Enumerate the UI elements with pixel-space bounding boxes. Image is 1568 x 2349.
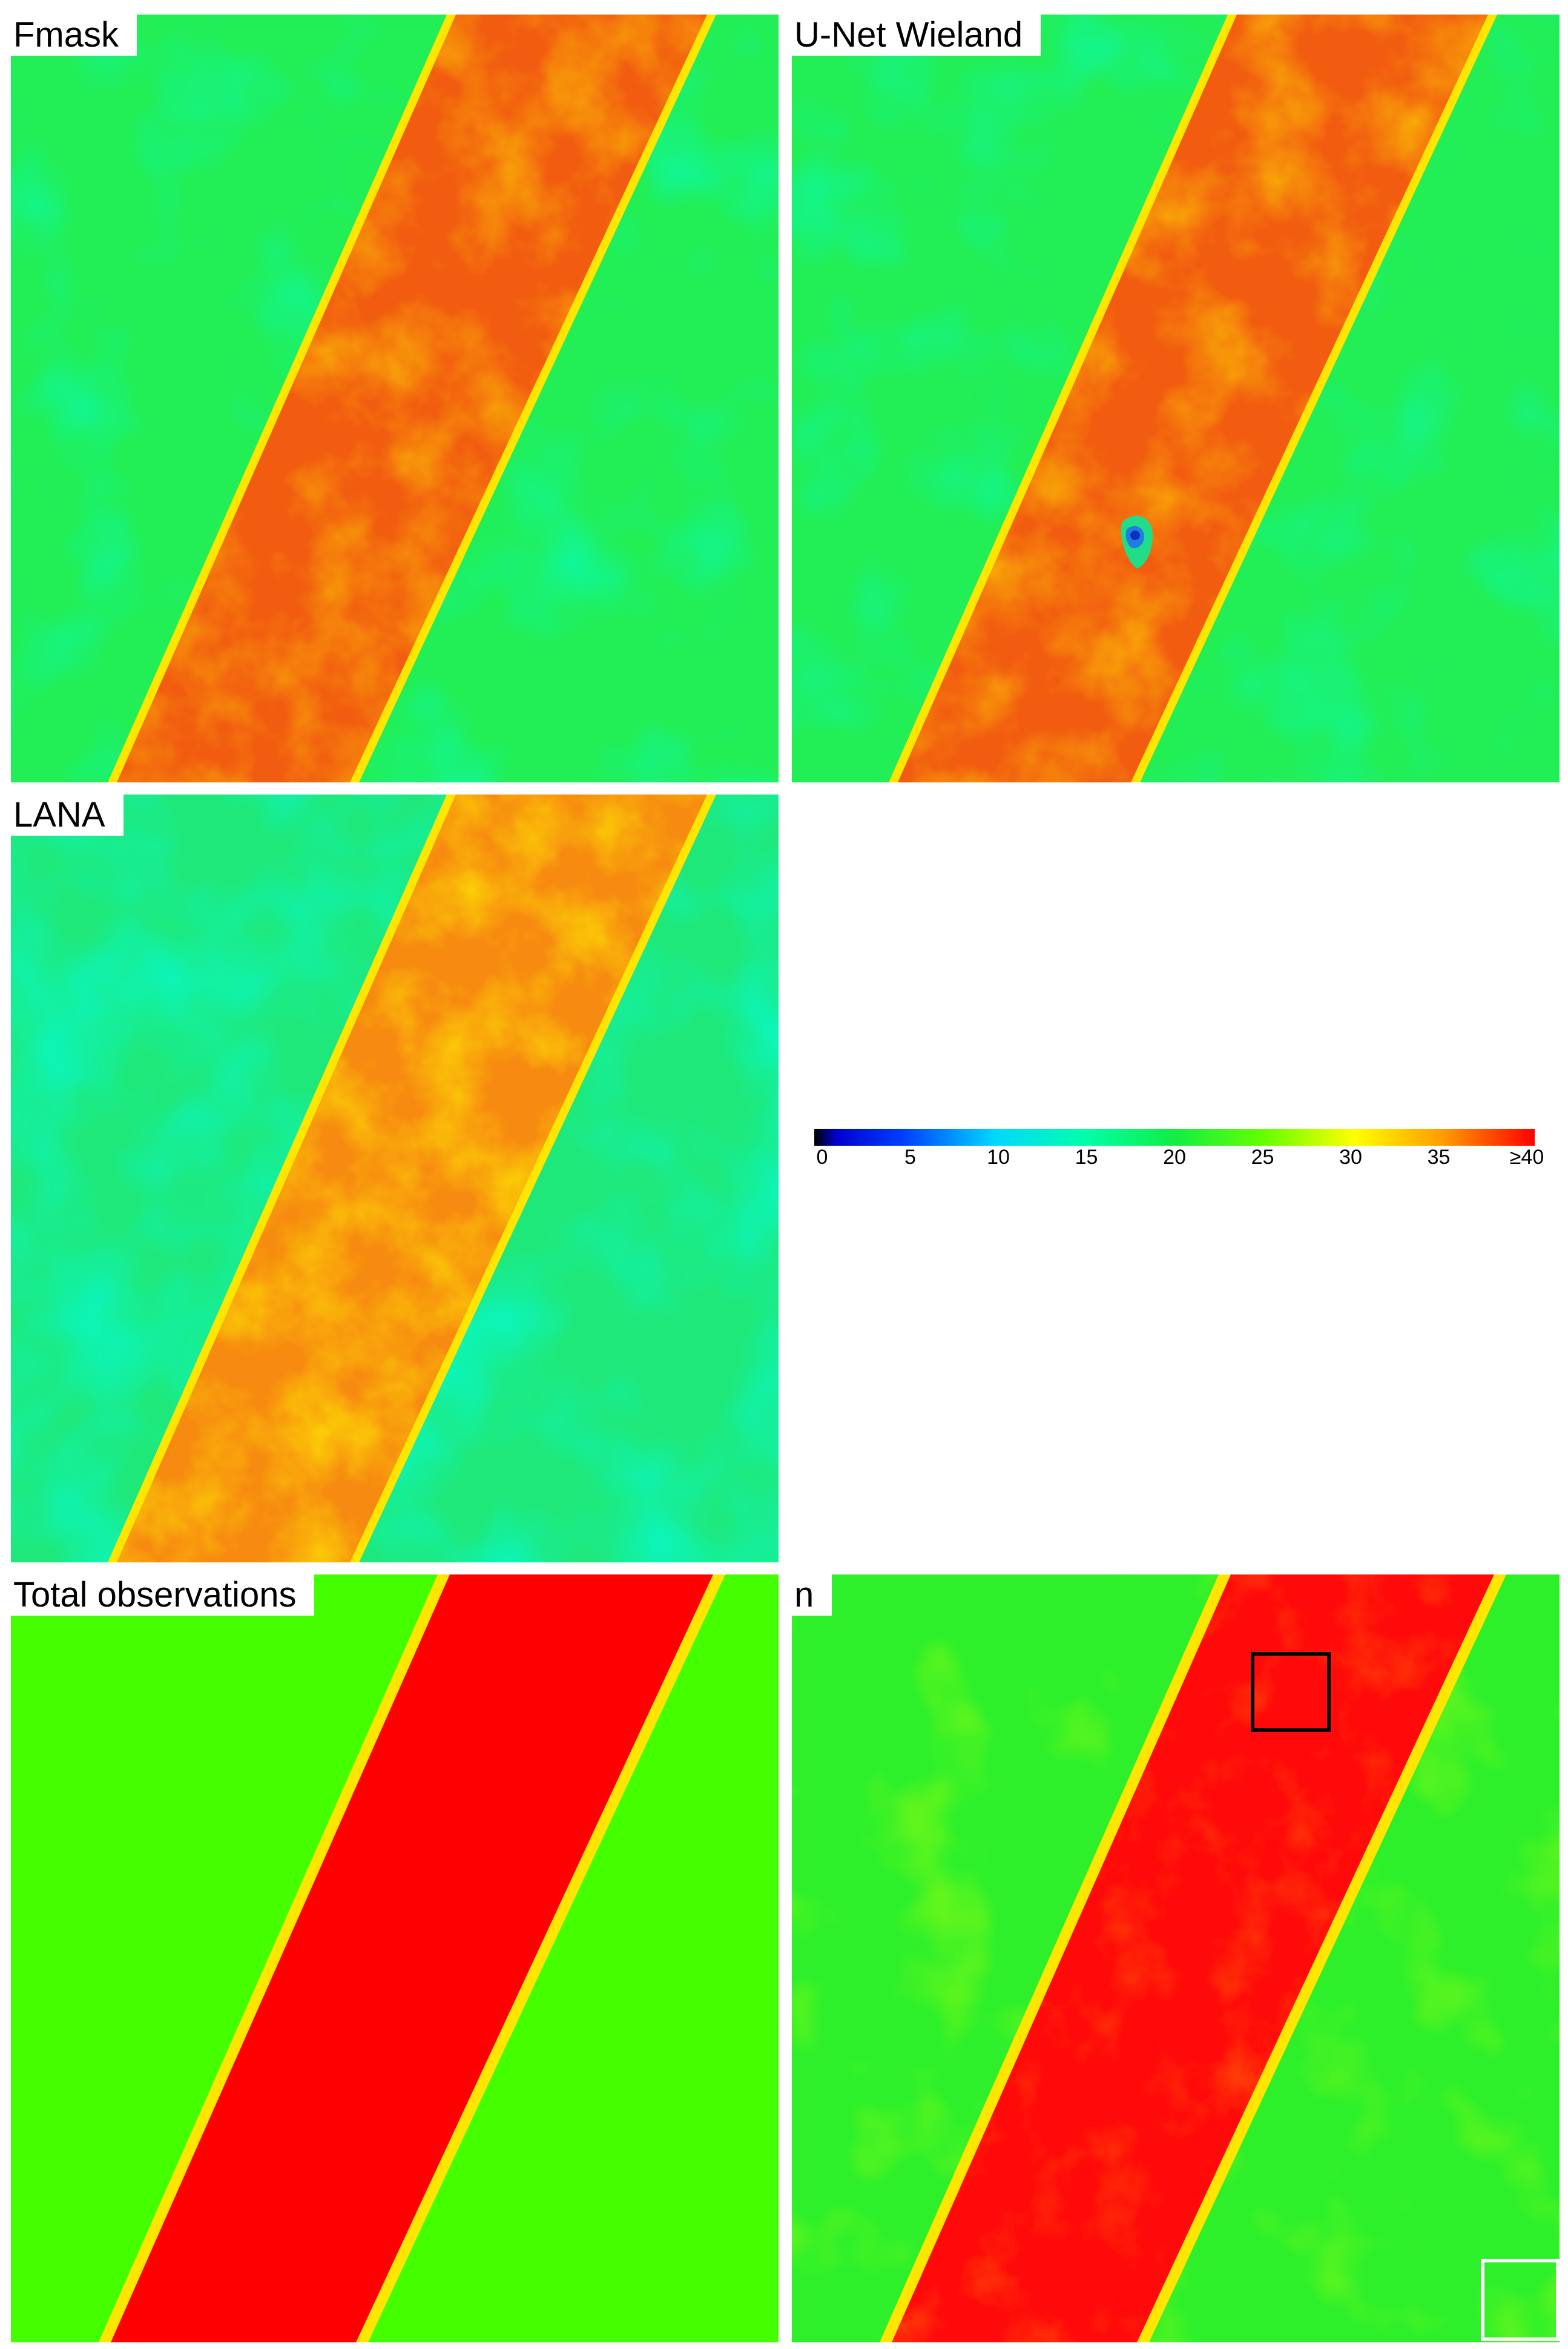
lana-map: [11, 795, 779, 1562]
unet-wieland-map: [792, 15, 1560, 782]
panel-title-n: n: [792, 1574, 832, 1616]
map-panel-unet-wieland: U-Net Wieland: [792, 15, 1560, 782]
inset-region-box-black: [1251, 1652, 1331, 1732]
fmask-map: [11, 15, 779, 782]
map-panel-fmask: Fmask: [11, 15, 779, 782]
panel-title-unet-wieland: U-Net Wieland: [792, 15, 1041, 56]
colorbar-tick-label: 30: [1339, 1146, 1362, 1169]
inset-region-box-white: [1481, 2259, 1560, 2341]
map-panel-lana: LANA: [11, 795, 779, 1562]
colorbar-tick-label: ≥40: [1509, 1146, 1544, 1169]
panel-title-total-observations: Total observations: [11, 1574, 315, 1616]
total-observations-map: [11, 1574, 779, 2342]
colorbar-tick-label: 25: [1251, 1146, 1274, 1169]
colorbar: 0 5 10 15 20 25 30 35 ≥40: [811, 1129, 1544, 1208]
map-panel-n: n: [792, 1574, 1560, 2342]
colorbar-tick-labels: 0 5 10 15 20 25 30 35 ≥40: [811, 1146, 1544, 1176]
panel-title-lana: LANA: [11, 795, 124, 836]
n-map: [792, 1574, 1560, 2342]
colorbar-tick-label: 5: [904, 1146, 916, 1169]
colorbar-tick-label: 15: [1075, 1146, 1098, 1169]
panel-title-fmask: Fmask: [11, 15, 137, 56]
colorbar-tick-label: 10: [987, 1146, 1010, 1169]
map-panel-total-observations: Total observations: [11, 1574, 779, 2342]
colorbar-gradient: [814, 1129, 1535, 1146]
colorbar-tick-label: 20: [1163, 1146, 1186, 1169]
colorbar-tick-label: 35: [1427, 1146, 1451, 1169]
colorbar-tick-label: 0: [816, 1146, 828, 1169]
